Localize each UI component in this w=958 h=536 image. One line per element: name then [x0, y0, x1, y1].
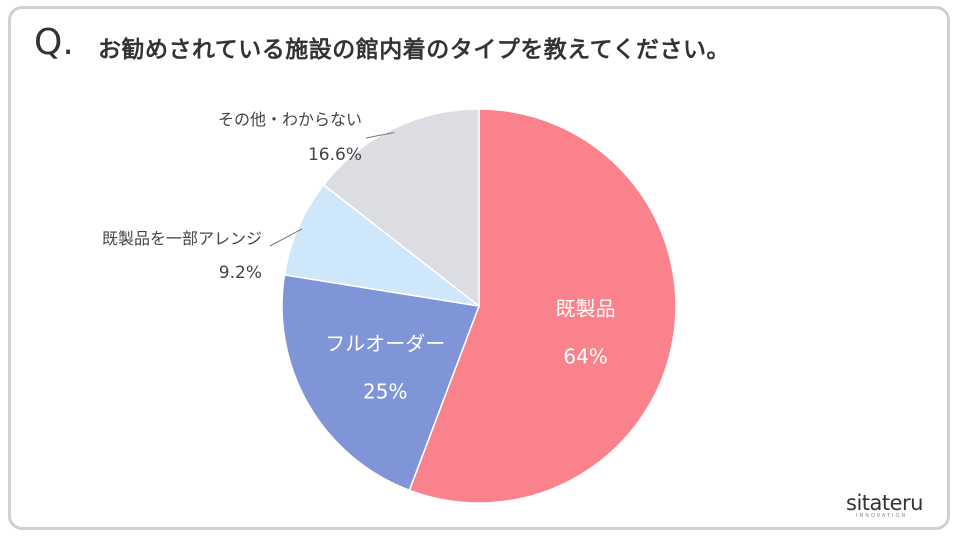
pie-slice-2	[281, 274, 481, 492]
slice-value-1: 64%	[563, 344, 607, 368]
slice-value-4: 16.6%	[308, 145, 362, 165]
question-mark: Q.	[34, 22, 74, 63]
slice-label-4: その他・わからない	[218, 110, 362, 129]
sitateru-logo: sitateru	[846, 491, 923, 515]
slice-value-2: 25%	[363, 379, 407, 403]
question-title: お勧めされている施設の館内着のタイプを教えてください。	[98, 37, 730, 63]
slice-label-1: 既製品	[556, 296, 616, 320]
slice-label-3: 既製品を一部アレンジ	[102, 229, 262, 248]
pie-slice-4	[322, 108, 480, 308]
pie-slice-1	[408, 108, 677, 504]
pie-slice-3	[283, 183, 480, 307]
leader-line-3	[269, 228, 303, 247]
slice-value-3: 9.2%	[219, 263, 262, 283]
leader-line-4	[365, 132, 395, 139]
sitateru-tagline: INNOVATION	[856, 513, 908, 519]
slice-label-2: フルオーダー	[325, 331, 445, 355]
